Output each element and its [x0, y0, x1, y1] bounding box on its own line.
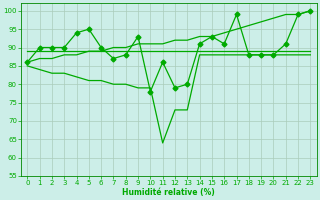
X-axis label: Humidité relative (%): Humidité relative (%) [123, 188, 215, 197]
